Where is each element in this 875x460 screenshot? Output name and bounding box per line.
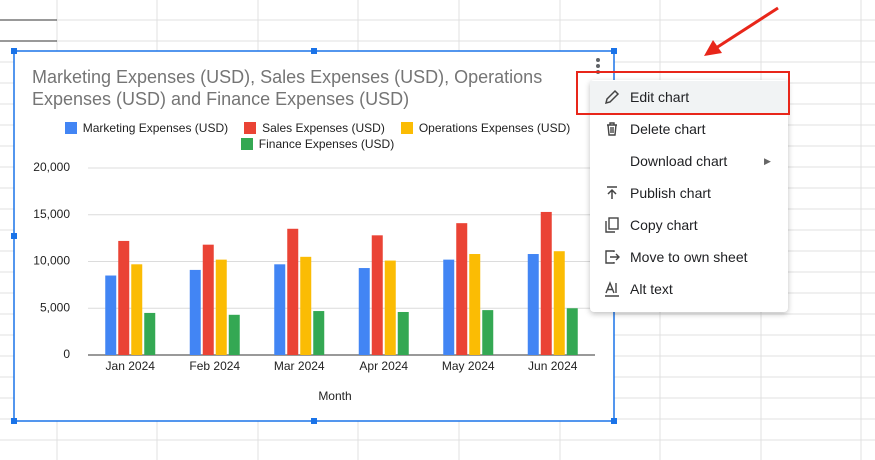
x-tick-label: Mar 2024 bbox=[274, 359, 325, 373]
bar bbox=[540, 211, 552, 355]
menu-label: Publish chart bbox=[630, 185, 711, 201]
bar bbox=[397, 311, 409, 355]
y-tick-label: 15,000 bbox=[33, 207, 70, 221]
bar bbox=[566, 308, 578, 355]
bar bbox=[300, 256, 312, 355]
bar bbox=[371, 235, 383, 355]
bar bbox=[358, 268, 370, 355]
legend-label: Finance Expenses (USD) bbox=[258, 137, 395, 151]
icon bbox=[607, 186, 617, 199]
icon bbox=[604, 89, 620, 105]
bar bbox=[443, 259, 455, 355]
bar bbox=[274, 264, 286, 355]
y-tick-label: 0 bbox=[63, 347, 70, 361]
bar bbox=[313, 311, 325, 355]
menu-item[interactable]: Alt text bbox=[590, 273, 788, 305]
menu-label: Move to own sheet bbox=[630, 249, 748, 265]
legend-item: Operations Expenses (USD) bbox=[400, 120, 571, 136]
legend-item: Finance Expenses (USD) bbox=[240, 136, 395, 152]
bar bbox=[482, 310, 494, 355]
icon bbox=[605, 217, 619, 233]
menu-item[interactable]: Download chart ▶ bbox=[590, 145, 788, 177]
bar bbox=[384, 260, 396, 355]
icon bbox=[605, 281, 619, 297]
y-tick-label: 10,000 bbox=[33, 254, 70, 268]
legend-swatch bbox=[64, 122, 77, 134]
legend-swatch bbox=[400, 122, 413, 134]
bar bbox=[527, 254, 539, 355]
legend-swatch bbox=[240, 138, 253, 150]
x-tick-label: Feb 2024 bbox=[189, 359, 240, 373]
menu-item[interactable]: Copy chart bbox=[590, 209, 788, 241]
legend-label: Operations Expenses (USD) bbox=[418, 121, 571, 135]
icon bbox=[605, 250, 620, 264]
bar bbox=[469, 254, 481, 355]
chart-frame[interactable] bbox=[13, 50, 615, 422]
bar bbox=[118, 240, 130, 355]
chart-title: Marketing Expenses (USD), Sales Expenses… bbox=[32, 67, 543, 109]
legend-item: Sales Expenses (USD) bbox=[244, 120, 385, 136]
menu-label: Download chart bbox=[630, 153, 728, 169]
legend-item: Marketing Expenses (USD) bbox=[64, 120, 229, 136]
y-tick-label: 20,000 bbox=[33, 160, 70, 174]
x-tick-label: May 2024 bbox=[442, 359, 495, 373]
x-tick-label: Jun 2024 bbox=[528, 359, 578, 373]
legend-label: Sales Expenses (USD) bbox=[262, 121, 385, 135]
bar bbox=[287, 228, 299, 355]
legend-label: Marketing Expenses (USD) bbox=[82, 121, 229, 135]
icon bbox=[607, 122, 617, 136]
context-menu: Edit chart Delete chart Download chart ▶… bbox=[590, 80, 788, 312]
menu-item[interactable]: Edit chart bbox=[590, 81, 788, 113]
menu-label: Edit chart bbox=[630, 89, 690, 105]
bar bbox=[189, 269, 201, 355]
menu-item[interactable]: Delete chart bbox=[590, 113, 788, 145]
bar bbox=[228, 314, 240, 355]
menu-item[interactable]: Publish chart bbox=[590, 177, 788, 209]
x-tick-label: Jan 2024 bbox=[106, 359, 156, 373]
bar bbox=[456, 223, 468, 355]
submenu-arrow: ▶ bbox=[764, 155, 771, 166]
bar bbox=[105, 275, 117, 355]
menu-label: Copy chart bbox=[630, 217, 698, 233]
legend-swatch bbox=[244, 122, 257, 134]
bar bbox=[144, 312, 156, 355]
bar bbox=[553, 251, 565, 355]
legend: Marketing Expenses (USD) Sales Expenses (… bbox=[40, 120, 595, 152]
menu-label: Delete chart bbox=[630, 121, 706, 137]
bar bbox=[215, 259, 227, 355]
x-axis-label: Month bbox=[318, 389, 351, 403]
highlight-box bbox=[576, 71, 790, 115]
menu-label: Alt text bbox=[630, 281, 673, 297]
y-tick-label: 5,000 bbox=[40, 300, 70, 314]
menu-item[interactable]: Move to own sheet bbox=[590, 241, 788, 273]
bar bbox=[131, 264, 143, 355]
x-tick-label: Apr 2024 bbox=[359, 359, 408, 373]
bar bbox=[202, 244, 214, 355]
